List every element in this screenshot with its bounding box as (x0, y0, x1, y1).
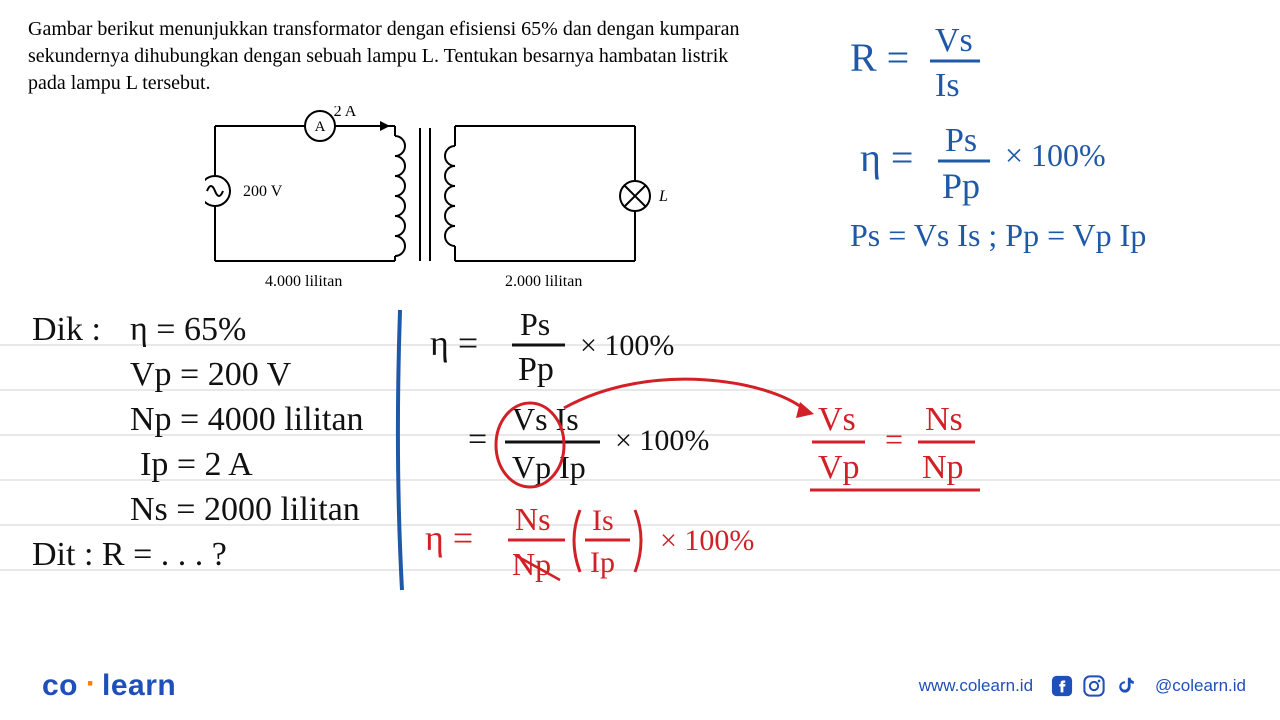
eq2-num: Ps (945, 122, 977, 159)
mid1-lhs: η = (430, 323, 478, 363)
right-denr: Np (922, 449, 964, 486)
right-denl: Vp (818, 449, 860, 486)
site-url: www.colearn.id (919, 676, 1033, 696)
social-handle: @colearn.id (1155, 676, 1246, 696)
eq2-suffix: × 100% (1005, 137, 1106, 173)
circuit-diagram: A 2 A 200 V L 4.000 lilitan 2.000 lilita… (205, 106, 675, 296)
brand-logo: co · learn (42, 669, 176, 703)
footer-right: www.colearn.id @colearn.id (919, 675, 1246, 697)
eq1-lhs: R = (850, 35, 909, 80)
dik-ip: Ip = 2 A (140, 446, 253, 483)
instagram-icon (1083, 675, 1105, 697)
dit: Dit : R = . . . ? (32, 536, 227, 573)
dik-vp: Vp = 200 V (130, 356, 292, 393)
eq1-num: Vs (935, 22, 973, 59)
worked-solution: Dik : η = 65% Vp = 200 V Np = 4000 lilit… (0, 300, 1280, 630)
ammeter-label: A (315, 119, 326, 135)
dik-label: Dik : (32, 311, 101, 348)
eq2-den: Pp (942, 166, 980, 206)
brand-dot: · (80, 667, 100, 701)
right-numl: Vs (818, 401, 856, 438)
dik-eta: η = 65% (130, 311, 246, 348)
load-label: L (658, 188, 668, 205)
mid3-num: Ns (515, 501, 551, 537)
secondary-turns: 2.000 lilitan (505, 273, 582, 290)
eq2-lhs: η = (860, 135, 913, 180)
problem-line3: pada lampu L tersebut. (28, 72, 211, 94)
mid2-eq: = (468, 421, 487, 458)
divider-line (398, 310, 402, 590)
social-icons (1051, 675, 1137, 697)
mid3-paren-den: Ip (590, 546, 615, 579)
mid1-den: Pp (518, 351, 554, 388)
dik-np: Np = 4000 lilitan (130, 401, 364, 438)
brand-learn: learn (102, 669, 176, 703)
current-label: 2 A (334, 106, 357, 120)
problem-line1: Gambar berikut menunjukkan transformator… (28, 18, 739, 40)
eq3: Ps = Vs Is ; Pp = Vp Ip (850, 217, 1146, 253)
footer: co · learn www.colearn.id @colearn.id (0, 652, 1280, 720)
dik-ns: Ns = 2000 lilitan (130, 491, 360, 528)
mid3-suffix: × 100% (660, 524, 754, 557)
voltage-label: 200 V (243, 183, 283, 200)
right-numr: Ns (925, 401, 963, 438)
blue-annotations: R = Vs Is η = Ps Pp × 100% Ps = Vs Is ; … (850, 16, 1260, 266)
primary-turns: 4.000 lilitan (265, 273, 342, 290)
right-eq: = (885, 421, 903, 457)
mid2-suffix: × 100% (615, 424, 709, 457)
problem-statement: Gambar berikut menunjukkan transformator… (28, 16, 818, 97)
problem-line2: sekundernya dihubungkan dengan sebuah la… (28, 45, 728, 67)
brand-co: co (42, 669, 78, 703)
mid1-num: Ps (520, 306, 550, 342)
mid3-lhs: η = (425, 518, 473, 558)
tiktok-icon (1115, 675, 1137, 697)
mid3-paren-num: Is (592, 504, 614, 537)
facebook-icon (1051, 675, 1073, 697)
mid1-suffix: × 100% (580, 329, 674, 362)
eq1-den: Is (935, 67, 960, 104)
